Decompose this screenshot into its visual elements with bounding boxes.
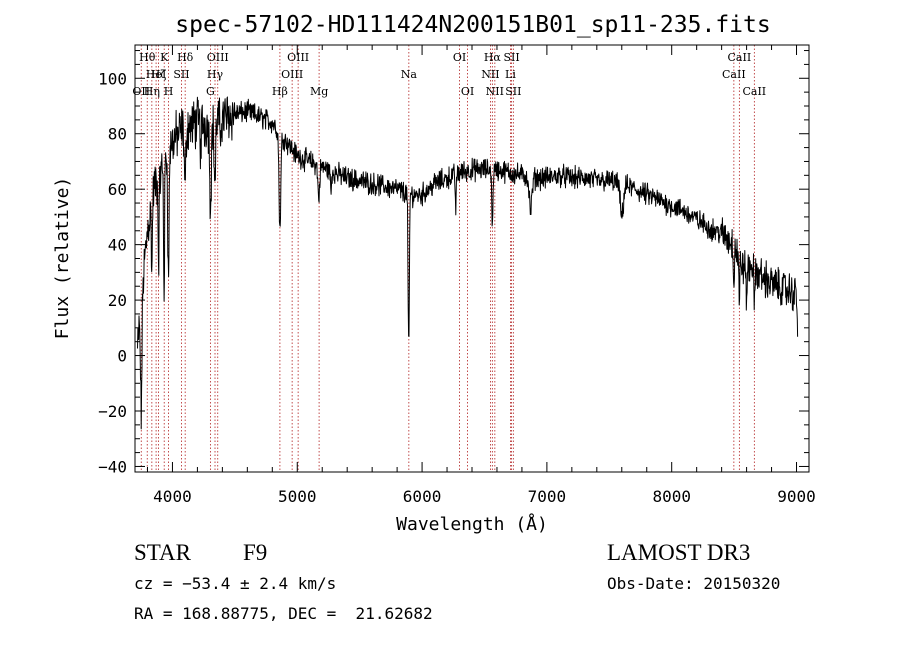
y-tick-label: 0 [117, 347, 127, 366]
line-marker-label: Hη [144, 85, 160, 98]
object-subclass: F9 [243, 540, 268, 565]
survey-name: LAMOST DR3 [607, 540, 751, 565]
line-marker-label: OIII [287, 51, 309, 64]
line-marker-label: HeI [146, 68, 166, 81]
y-tick-label: −20 [98, 402, 127, 421]
line-marker-label: OIII [207, 51, 229, 64]
line-marker-label: Hζ [151, 68, 167, 81]
line-marker-label: Hγ [207, 68, 224, 81]
line-marker-label: Hδ [177, 51, 194, 64]
x-tick-label: 8000 [652, 487, 691, 506]
line-marker-label: Na [401, 68, 418, 81]
axis-ticks [135, 45, 809, 472]
line-marker-label: Hβ [272, 85, 288, 98]
chart-title: spec-57102-HD111424N200151B01_sp11-235.f… [175, 12, 770, 38]
y-tick-label: 100 [98, 69, 127, 88]
x-tick-label: 9000 [777, 487, 816, 506]
spectrum-chart: spec-57102-HD111424N200151B01_sp11-235.f… [52, 12, 816, 535]
line-marker-label: Hθ [139, 51, 156, 64]
y-tick-label: 40 [108, 236, 127, 255]
line-marker-label: G [206, 85, 215, 98]
y-tick-label: −40 [98, 457, 127, 476]
line-marker-label: Mg [310, 85, 328, 98]
y-tick-label: 20 [108, 291, 127, 310]
y-axis-label: Flux (relative) [52, 177, 73, 340]
line-marker-label: NII [486, 85, 504, 98]
coordinates-text: RA = 168.88775, DEC = 21.62682 [134, 604, 433, 623]
y-tick-label: 80 [108, 125, 127, 144]
line-marker-label: Hα [484, 51, 502, 64]
line-marker-label: CaII [722, 68, 746, 81]
line-marker-label: NII [481, 68, 499, 81]
spectrum-line [137, 96, 799, 430]
y-tick-label: 60 [108, 180, 127, 199]
line-marker-label: CaII [728, 51, 752, 64]
line-marker-label: Li [505, 68, 516, 81]
line-marker-label: SII [173, 68, 189, 81]
axis-tick-labels: 4000 5000 6000 7000 8000 9000 −40 −20 0 20 40 60 80 1… [98, 69, 816, 506]
plot-frame [134, 44, 810, 473]
x-tick-label: 7000 [528, 487, 567, 506]
x-tick-label: 5000 [278, 487, 317, 506]
redshift-text: cz = −53.4 ± 2.4 km/s [134, 574, 337, 593]
line-marker-label: CaII [742, 85, 766, 98]
line-marker-label: K [160, 51, 169, 64]
object-class: STAR [134, 540, 191, 565]
line-marker-label: SII [503, 51, 519, 64]
line-marker-label: OII [132, 85, 150, 98]
x-tick-label: 6000 [403, 487, 442, 506]
x-tick-label: 4000 [153, 487, 192, 506]
line-marker-label: SII [505, 85, 521, 98]
line-marker-label: OI [461, 85, 474, 98]
x-axis-label: Wavelength (Å) [396, 513, 548, 535]
obs-date: Obs-Date: 20150320 [607, 574, 781, 593]
line-marker-label: OIII [281, 68, 303, 81]
line-markers [140, 45, 755, 472]
line-marker-label: H [164, 85, 174, 98]
line-marker-label: OI [453, 51, 466, 64]
